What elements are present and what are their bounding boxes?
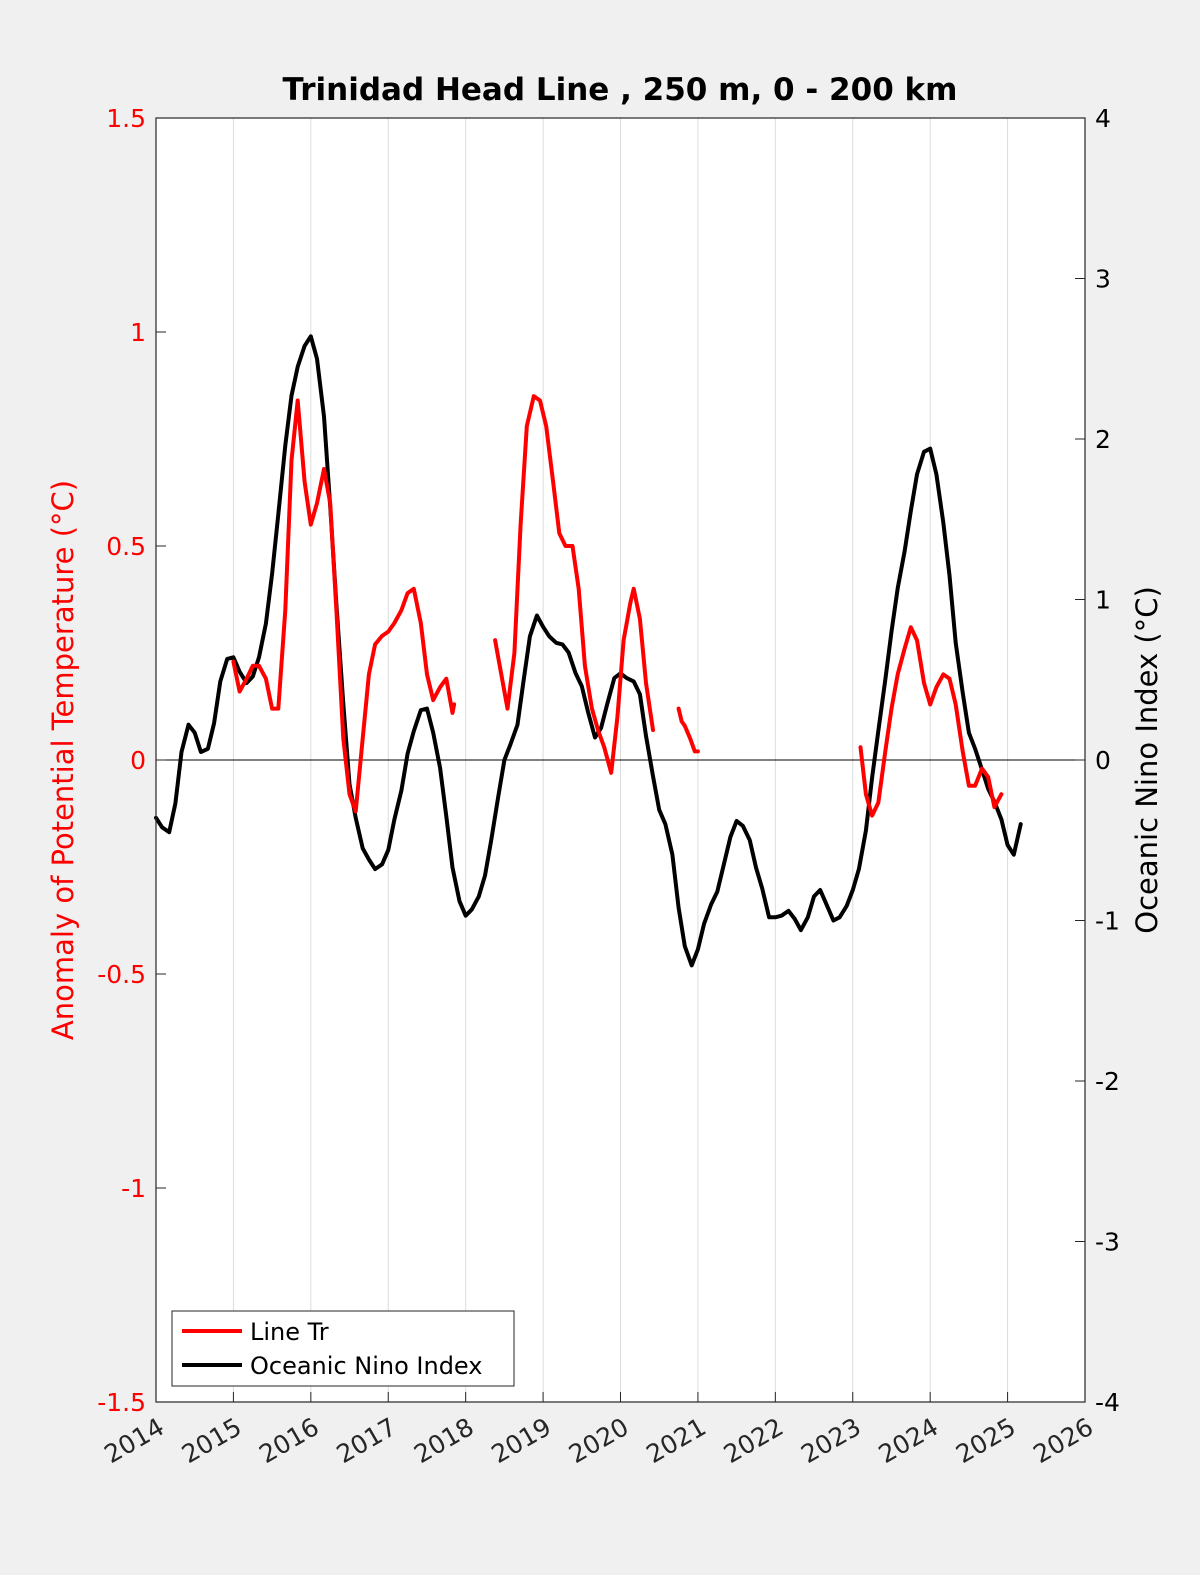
- right-tick-label: 3: [1095, 265, 1111, 294]
- series-oni-line: [154, 334, 1023, 968]
- right-tick-label: -4: [1095, 1388, 1120, 1417]
- legend-label-oni: Oceanic Nino Index: [250, 1352, 482, 1380]
- left-tick-label: -0.5: [97, 960, 146, 989]
- right-tick-label: -1: [1095, 907, 1120, 936]
- series-line-tr-line: [231, 398, 457, 814]
- chart-title: Trinidad Head Line , 250 m, 0 - 200 km: [283, 72, 958, 108]
- series-layer: [154, 334, 1023, 968]
- series-line-tr-line: [676, 706, 700, 754]
- left-tick-label: 0: [130, 746, 146, 775]
- right-tick-label: -2: [1095, 1067, 1120, 1096]
- right-tick-label: -3: [1095, 1228, 1120, 1257]
- legend-box: [171, 1310, 515, 1387]
- legend: Line Tr Oceanic Nino Index: [171, 1310, 515, 1387]
- series-line-tr-line: [858, 625, 1004, 818]
- series-line-tr-line: [493, 394, 655, 775]
- right-tick-label: 0: [1095, 746, 1111, 775]
- left-tick-label: 1: [130, 318, 146, 347]
- legend-label-line-tr: Line Tr: [250, 1318, 329, 1346]
- right-tick-label: 2: [1095, 425, 1111, 454]
- right-y-axis: -4 -3 -2 -1 0 1 2 3 4: [1075, 104, 1120, 1417]
- right-tick-label: 4: [1095, 104, 1111, 133]
- left-y-axis-label: Anomaly of Potential Temperature (°C): [46, 480, 80, 1040]
- left-tick-label: 1.5: [106, 104, 146, 133]
- left-y-axis: -1.5 -1 -0.5 0 0.5 1 1.5: [97, 104, 166, 1417]
- left-tick-label: 0.5: [106, 532, 146, 561]
- left-tick-label: -1: [121, 1174, 146, 1203]
- left-tick-label: -1.5: [97, 1388, 146, 1417]
- right-y-axis-label: Oceanic Nino Index (°C): [1130, 586, 1164, 934]
- right-tick-label: 1: [1095, 586, 1111, 615]
